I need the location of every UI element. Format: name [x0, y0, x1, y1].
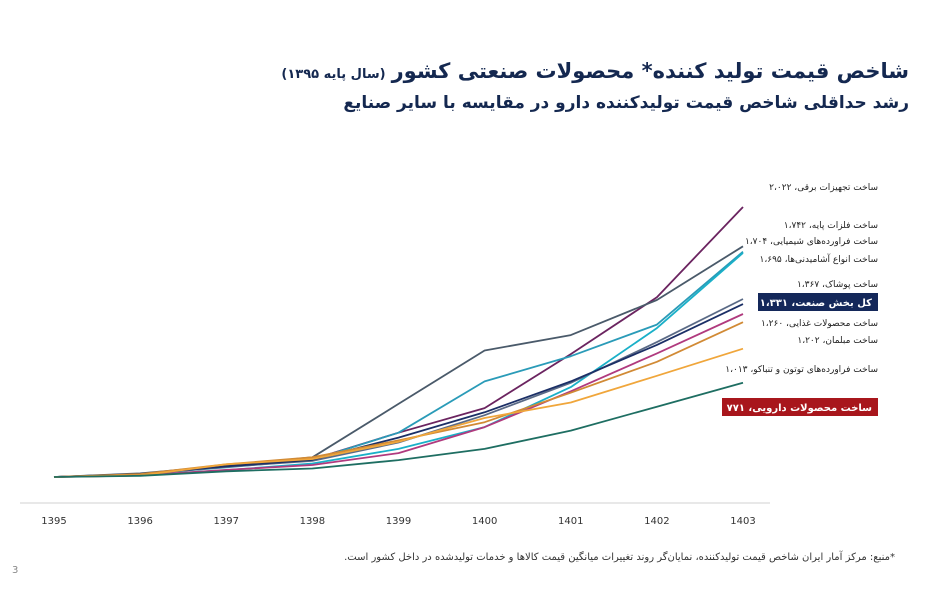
series-label-box — [758, 293, 878, 311]
series-line — [53, 298, 744, 478]
x-tick-label: 1399 — [386, 516, 411, 527]
series-label: ساخت انواع آشامیدنی‌ها، ۱،۶۹۵ — [760, 253, 879, 265]
title-block: شاخص قیمت تولید کننده* محصولات صنعتی کشو… — [29, 56, 909, 116]
x-tick-label: 1395 — [41, 516, 66, 527]
series-label: ساخت فراورده‌های شیمیایی، ۱،۷۰۴ — [745, 237, 878, 247]
x-tick-label: 1397 — [214, 516, 239, 527]
x-tick-label: 1403 — [730, 516, 755, 527]
series-label: ساخت مبلمان، ۱،۲۰۲ — [797, 336, 878, 346]
series-line — [53, 206, 744, 478]
series-label: ساخت پوشاک، ۱،۳۶۷ — [797, 279, 878, 290]
x-tick-label: 1401 — [558, 516, 583, 527]
series-label: کل بخش صنعت، ۱،۳۳۱ — [760, 298, 872, 309]
x-tick-label: 1398 — [300, 516, 325, 527]
series-line — [53, 321, 744, 478]
series-line — [53, 347, 744, 478]
series-label-box — [722, 398, 878, 416]
x-tick-label: 1402 — [644, 516, 669, 527]
chart-title: شاخص قیمت تولید کننده* محصولات صنعتی کشو… — [29, 56, 909, 90]
chart-subtitle: رشد حداقلی شاخص قیمت تولیدکننده دارو در … — [343, 93, 909, 113]
x-tick-label: 1400 — [472, 516, 497, 527]
page-number: 3 — [12, 565, 19, 576]
series-label: ساخت محصولات غذایی، ۱،۲۶۰ — [761, 319, 878, 329]
x-tick-label: 1396 — [127, 516, 152, 527]
footnote: *منبع: مرکز آمار ایران شاخص قیمت تولیدکن… — [344, 552, 895, 563]
title-text: شاخص قیمت تولید کننده* محصولات صنعتی کشو… — [391, 59, 909, 83]
series-label: ساخت محصولات دارویی، ۷۷۱ — [727, 403, 873, 414]
series-line — [53, 313, 744, 478]
series-line — [53, 381, 744, 478]
series-label: ساخت فلزات پایه، ۱،۷۴۲ — [784, 221, 878, 231]
series-label: ساخت فراورده‌های توتون و تنباکو، ۱،۰۱۳ — [725, 365, 878, 375]
title-base-year: (سال پایه ۱۳۹۵) — [281, 67, 386, 82]
series-label: ساخت تجهیزات برقی، ۲،۰۲۲ — [769, 183, 878, 193]
